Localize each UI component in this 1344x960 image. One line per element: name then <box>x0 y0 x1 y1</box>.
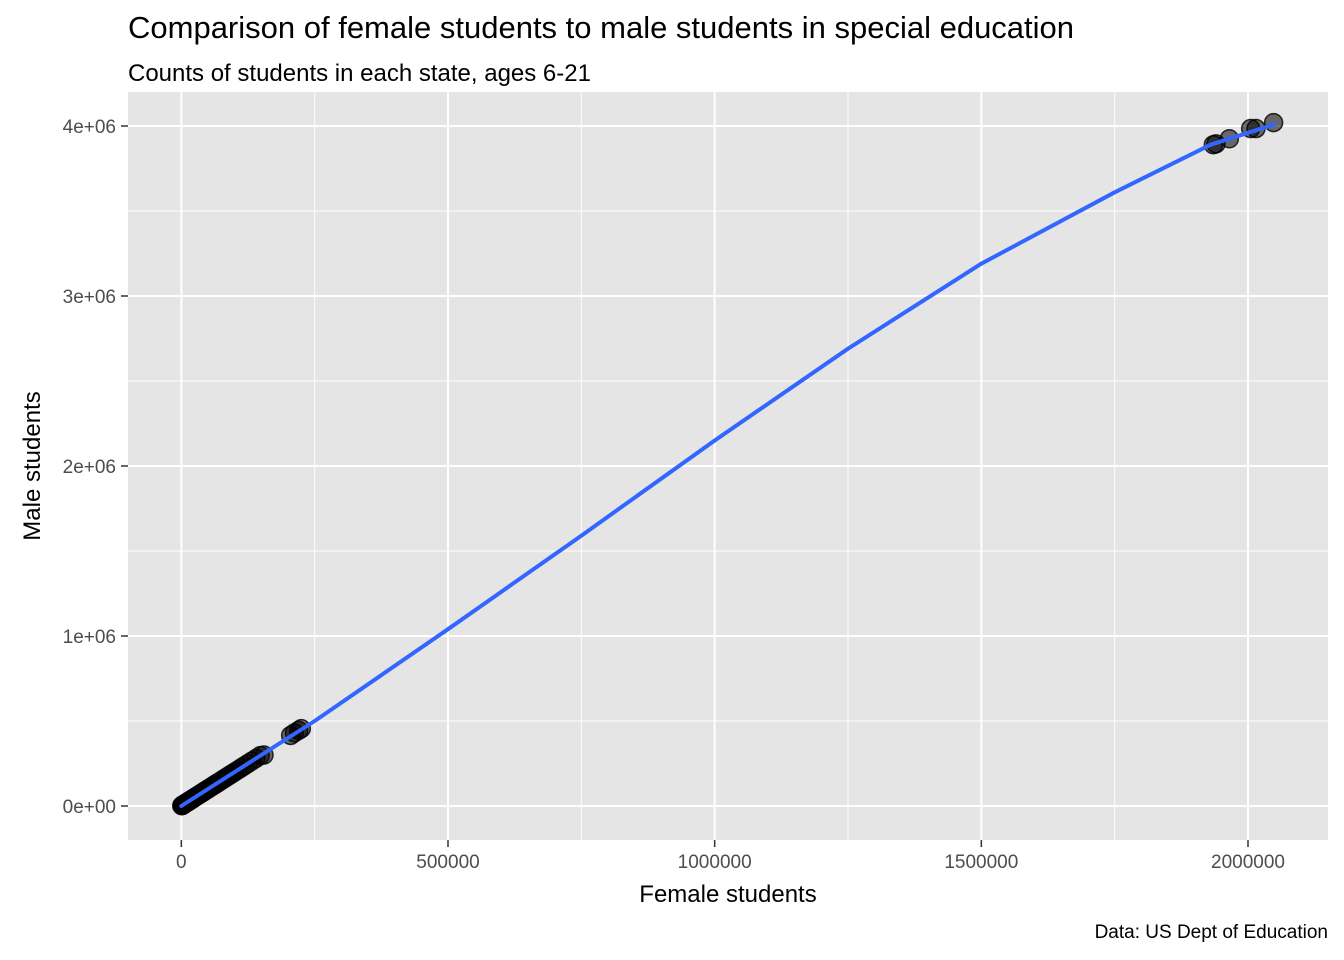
y-tick-label: 3e+06 <box>63 287 116 308</box>
y-axis-title: Male students <box>19 391 46 540</box>
chart-title: Comparison of female students to male st… <box>128 10 1075 45</box>
x-tick-label: 500000 <box>416 852 479 873</box>
y-tick-label: 2e+06 <box>63 457 116 478</box>
x-tick-label: 0 <box>176 852 187 873</box>
x-tick-label: 1500000 <box>944 852 1018 873</box>
chart-caption: Data: US Dept of Education <box>1094 922 1328 943</box>
y-tick-label: 0e+00 <box>63 797 116 818</box>
smooth-line-layer <box>179 122 1277 808</box>
axis-ticks: 0 500000 1000000 1500000 2000000 0e+00 1e+06 2e… <box>63 117 1285 873</box>
x-axis-title: Female students <box>639 881 816 908</box>
grid-lines <box>128 92 1328 840</box>
x-tick-label: 1000000 <box>678 852 752 873</box>
chart-subtitle: Counts of students in each state, ages 6… <box>128 60 591 87</box>
y-tick-label: 1e+06 <box>63 627 116 648</box>
x-tick-label: 2000000 <box>1211 852 1285 873</box>
y-tick-label: 4e+06 <box>63 117 116 138</box>
smooth-trend-line <box>179 122 1277 808</box>
